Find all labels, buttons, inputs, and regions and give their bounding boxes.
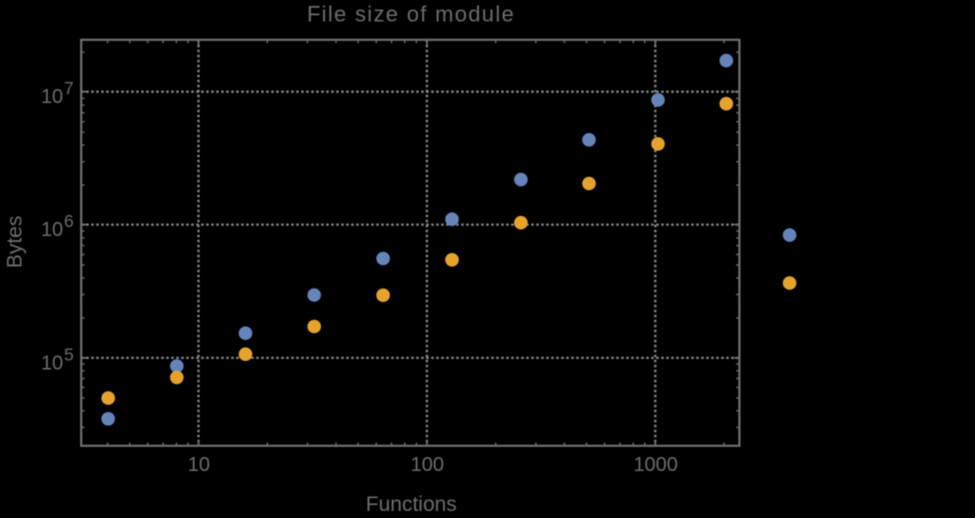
svg-text:Bytes: Bytes (4, 216, 27, 269)
svg-text:6: 6 (64, 211, 74, 231)
svg-text:7: 7 (64, 78, 74, 98)
svg-text:100: 100 (411, 454, 444, 476)
svg-text:File size of module: File size of module (307, 2, 515, 27)
svg-text:10: 10 (41, 86, 63, 108)
svg-text:10: 10 (41, 219, 63, 241)
svg-text:1000: 1000 (633, 454, 678, 476)
svg-text:5: 5 (64, 344, 74, 364)
svg-text:10: 10 (188, 454, 210, 476)
svg-text:Functions: Functions (366, 493, 457, 513)
svg-text:10: 10 (41, 352, 63, 374)
